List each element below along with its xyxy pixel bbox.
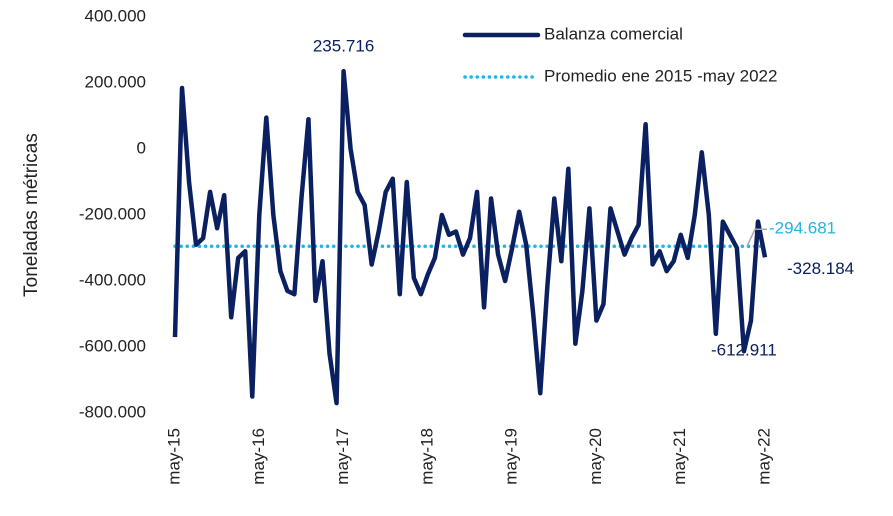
y-axis-title: Toneladas métricas xyxy=(21,133,42,297)
series-line xyxy=(172,68,768,406)
y-tick-label: -400.000 xyxy=(79,270,146,289)
data-label: 235.716 xyxy=(313,37,374,56)
y-tick-label: -800.000 xyxy=(79,402,146,421)
y-tick-label: 400.000 xyxy=(85,6,146,25)
y-tick-label: -200.000 xyxy=(79,204,146,223)
y-tick-label: 0 xyxy=(137,138,146,157)
data-label: -612.911 xyxy=(711,341,777,360)
data-label: -294.681 xyxy=(769,219,836,238)
x-tick-label: may-18 xyxy=(417,428,436,485)
leader-line xyxy=(746,228,767,247)
legend-label: Balanza comercial xyxy=(544,24,683,43)
x-tick-label: may-19 xyxy=(502,428,521,485)
x-tick-label: may-22 xyxy=(754,428,773,485)
x-tick-label: may-16 xyxy=(249,428,268,485)
x-tick-label: may-17 xyxy=(333,428,352,485)
y-tick-label: -600.000 xyxy=(79,336,146,355)
y-tick-label: 200.000 xyxy=(85,72,146,91)
x-tick-label: may-15 xyxy=(164,428,183,485)
legend-label: Promedio ene 2015 -may 2022 xyxy=(544,66,777,85)
x-tick-label: may-20 xyxy=(586,428,605,485)
x-tick-label: may-21 xyxy=(670,428,689,485)
data-label: -328.184 xyxy=(787,259,854,278)
